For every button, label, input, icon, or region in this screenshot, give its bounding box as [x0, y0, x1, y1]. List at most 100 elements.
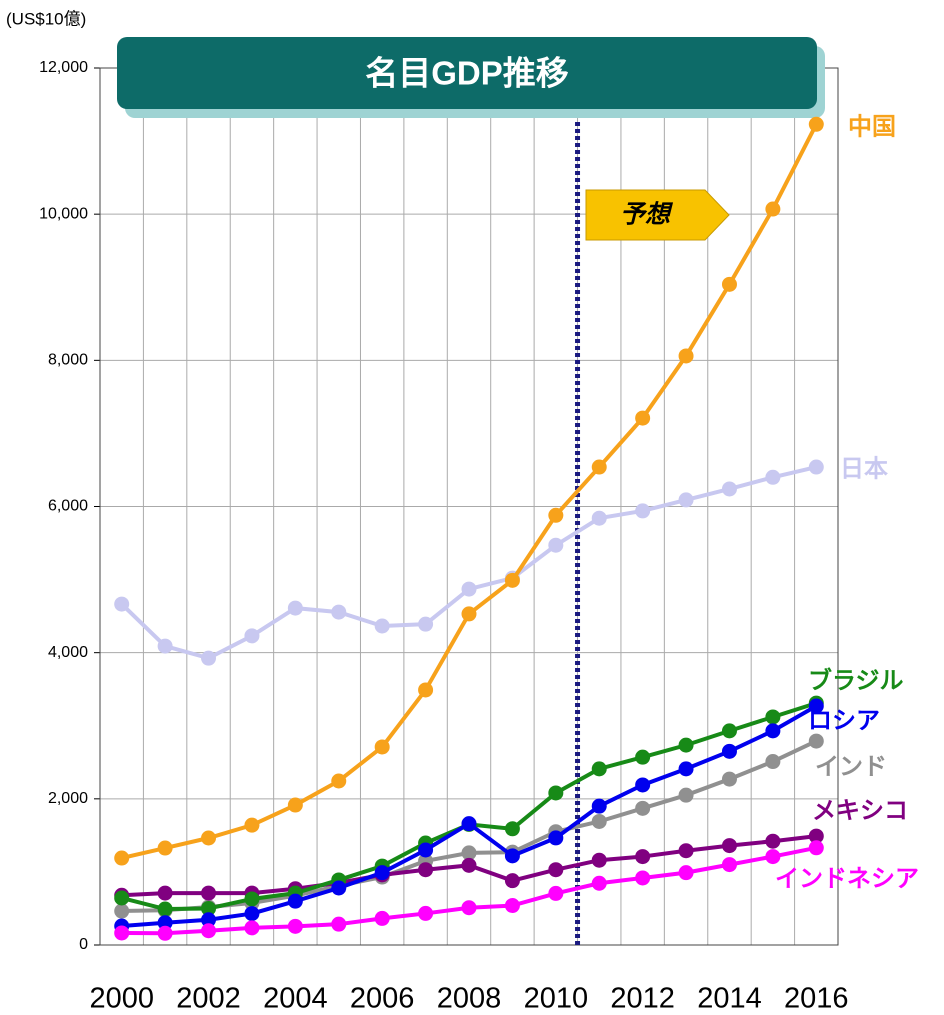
series-point [287, 797, 303, 813]
series-point [635, 503, 651, 519]
series-point [808, 733, 824, 749]
title-box [117, 37, 817, 109]
series-point [461, 845, 477, 861]
y-tick-label: 2,000 [48, 790, 88, 807]
series-point [374, 910, 390, 926]
series-point [287, 600, 303, 616]
series-point [635, 749, 651, 765]
y-tick-label: 10,000 [39, 205, 88, 222]
series-label: 中国 [848, 113, 896, 140]
series-point [591, 798, 607, 814]
annotation-arrow [585, 189, 730, 241]
series-point [591, 761, 607, 777]
series-point [591, 510, 607, 526]
series-point [548, 537, 564, 553]
series-point [721, 481, 737, 497]
series-point [548, 885, 564, 901]
series-point [765, 723, 781, 739]
series-point [678, 492, 694, 508]
series-point [635, 777, 651, 793]
x-tick-label: 2004 [263, 983, 328, 1015]
series-point [808, 840, 824, 856]
series-point [114, 903, 130, 919]
series-point [721, 857, 737, 873]
series-point [765, 709, 781, 725]
series-point [287, 893, 303, 909]
series-point [244, 920, 260, 936]
series-point [765, 849, 781, 865]
x-tick-label: 2002 [176, 983, 241, 1015]
series-label: インドネシア [775, 865, 919, 892]
x-tick-label: 2016 [784, 983, 849, 1015]
series-point [157, 840, 173, 856]
series-point [678, 348, 694, 364]
series-point [157, 925, 173, 941]
series-point [548, 507, 564, 523]
series-point [678, 865, 694, 881]
series-point [157, 901, 173, 917]
series-point [591, 813, 607, 829]
series-point [157, 638, 173, 654]
x-tick-label: 2012 [610, 983, 675, 1015]
series-line [120, 465, 817, 661]
y-tick-label: 8,000 [48, 352, 88, 369]
annotation: 予想 [620, 201, 674, 229]
series-point [374, 618, 390, 634]
series-point [114, 890, 130, 906]
series-point [548, 785, 564, 801]
x-tick-label: 2000 [89, 983, 154, 1015]
series-point [721, 276, 737, 292]
series-label: ブラジル [808, 666, 904, 694]
series-point [635, 870, 651, 886]
y-tick-label: 0 [79, 936, 88, 953]
series-point [504, 848, 520, 864]
series-point [201, 923, 217, 939]
series-point [201, 650, 217, 666]
series-point [418, 842, 434, 858]
series-point [765, 833, 781, 849]
series-point [548, 830, 564, 846]
x-tick-label: 2006 [350, 983, 415, 1015]
series-point [548, 862, 564, 878]
series-point [418, 682, 434, 698]
series-label: インド [815, 753, 887, 780]
series-point [331, 773, 347, 789]
series-point [591, 852, 607, 868]
series-point [808, 116, 824, 132]
series-point [461, 857, 477, 873]
series-point [504, 873, 520, 889]
series-point [114, 850, 130, 866]
series-point [244, 628, 260, 644]
series-point [331, 916, 347, 932]
series-point [591, 875, 607, 891]
series-point [114, 925, 130, 941]
series-point [244, 906, 260, 922]
series-point [244, 817, 260, 833]
series-point [331, 604, 347, 620]
series-point [765, 754, 781, 770]
series-label: 日本 [840, 455, 888, 482]
series-point [635, 410, 651, 426]
y-tick-label: 12,000 [39, 59, 88, 76]
series-point [201, 885, 217, 901]
series-point [157, 915, 173, 931]
series-point [504, 898, 520, 914]
series-point [201, 830, 217, 846]
series-point [808, 828, 824, 844]
y-tick-label: 6,000 [48, 498, 88, 515]
series-point [201, 912, 217, 928]
series-point [678, 843, 694, 859]
series-point [461, 816, 477, 832]
series-point [678, 737, 694, 753]
series-point [461, 581, 477, 597]
y-tick-label: 4,000 [48, 644, 88, 661]
series-line [121, 701, 817, 912]
series-point [418, 905, 434, 921]
series-point [287, 918, 303, 934]
series-point [765, 469, 781, 485]
series-point [765, 201, 781, 217]
series-point [808, 459, 824, 475]
series-point [504, 572, 520, 588]
series-point [461, 900, 477, 916]
series-point [461, 606, 477, 622]
